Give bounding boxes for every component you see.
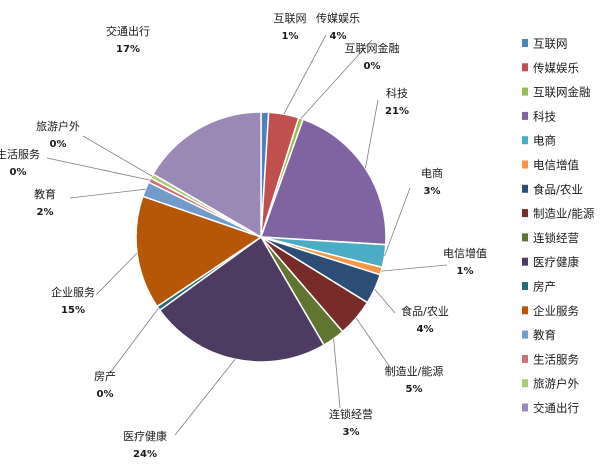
slice-value-label-6: 4% [417, 324, 434, 335]
legend-swatch-5 [522, 160, 528, 169]
leader-line-14 [82, 135, 153, 177]
legend-label-15: 交通出行 [533, 401, 579, 415]
slice-value-label-13: 0% [10, 167, 27, 178]
leader-line-6 [374, 288, 396, 314]
legend-label-13: 生活服务 [533, 352, 579, 366]
slice-value-label-14: 0% [50, 139, 67, 150]
leader-line-2 [300, 39, 373, 119]
slice-11 [135, 195, 263, 308]
legend-swatch-7 [522, 209, 528, 218]
legend-swatch-15 [522, 403, 528, 412]
legend-label-11: 企业服务 [533, 304, 579, 318]
slice-15 [151, 111, 262, 239]
leader-line-11 [95, 252, 138, 296]
legend-label-14: 旅游户外 [533, 377, 579, 391]
slice-value-label-7: 5% [406, 384, 423, 395]
leader-line-10 [109, 308, 159, 374]
legend-label-10: 房产 [533, 280, 556, 294]
slice-value-label-15: 17% [116, 44, 140, 55]
legend-swatch-4 [522, 136, 528, 145]
legend-swatch-6 [522, 184, 528, 193]
legend-swatch-11 [522, 306, 528, 315]
leader-line-7 [355, 317, 393, 371]
legend-label-12: 教育 [533, 328, 556, 342]
legend-swatch-13 [522, 354, 528, 363]
leader-line-8 [333, 338, 341, 409]
slice-label-10: 房产 [94, 369, 116, 383]
legend-swatch-1 [522, 63, 528, 72]
slice-label-11: 企业服务 [51, 285, 95, 299]
legend-label-1: 传媒娱乐 [533, 61, 579, 75]
leader-line-3 [365, 99, 379, 169]
slice-label-15: 交通出行 [106, 24, 150, 38]
slice-label-0: 互联网 [274, 12, 307, 25]
slice-label-9: 医疗健康 [123, 429, 167, 443]
slice-value-label-8: 3% [343, 427, 360, 438]
legend-swatch-2 [522, 87, 528, 96]
slice-label-12: 教育 [34, 187, 56, 201]
slice-value-label-9: 24% [133, 449, 157, 460]
slice-label-8: 连锁经营 [329, 407, 373, 421]
pie-slices [135, 111, 387, 363]
slice-labels: 互联网1%传媒娱乐4%互联网金融0%科技21%电商3%电信增值1%食品/农业4%… [0, 11, 487, 460]
leader-line-12 [69, 188, 146, 199]
leader-line-4 [384, 187, 411, 257]
legend-label-7: 制造业/能源 [533, 207, 595, 221]
slice-label-14: 旅游户外 [36, 119, 80, 133]
legend-swatch-0 [522, 39, 528, 47]
leader-line-13 [46, 157, 150, 181]
leader-line-9 [174, 359, 236, 436]
slice-value-label-4: 3% [424, 186, 441, 197]
slice-value-label-5: 1% [457, 266, 474, 277]
slice-3 [259, 118, 387, 246]
slice-label-7: 制造业/能源 [385, 364, 444, 378]
legend-swatch-14 [522, 379, 528, 388]
slice-value-label-3: 21% [385, 106, 409, 117]
legend-swatch-3 [522, 111, 528, 120]
legend-label-8: 连锁经营 [533, 231, 579, 245]
legend-swatch-10 [522, 282, 528, 290]
legend: 互联网传媒娱乐互联网金融科技电商电信增值食品/农业制造业/能源连锁经营医疗健康房… [522, 37, 595, 415]
slice-label-3: 科技 [386, 86, 408, 100]
leader-line-1 [283, 34, 327, 115]
slice-label-6: 食品/农业 [401, 304, 449, 318]
slice-value-label-2: 0% [364, 61, 381, 72]
legend-label-3: 科技 [533, 109, 556, 123]
slice-value-label-1: 4% [330, 31, 347, 42]
legend-swatch-9 [522, 257, 528, 266]
slice-label-5: 电信增值 [443, 246, 487, 260]
legend-label-0: 互联网 [533, 37, 568, 51]
slice-value-label-0: 1% [282, 31, 299, 42]
slice-value-label-11: 15% [61, 305, 85, 316]
legend-label-6: 食品/农业 [533, 182, 583, 196]
slice-value-label-12: 2% [37, 207, 54, 218]
leader-line-5 [381, 264, 448, 272]
legend-label-4: 电商 [533, 134, 556, 148]
legend-label-5: 电信增值 [533, 158, 579, 172]
slice-label-13: 生活服务 [0, 147, 40, 161]
legend-label-2: 互联网金融 [533, 85, 591, 99]
legend-label-9: 医疗健康 [533, 255, 579, 269]
slice-value-label-10: 0% [97, 389, 114, 400]
legend-swatch-12 [522, 330, 528, 339]
slice-label-2: 互联网金融 [345, 41, 400, 55]
slice-9 [158, 235, 325, 363]
leader-lines [46, 34, 448, 436]
slice-label-4: 电商 [421, 166, 443, 180]
legend-swatch-8 [522, 233, 528, 242]
slice-label-1: 传媒娱乐 [316, 11, 360, 25]
